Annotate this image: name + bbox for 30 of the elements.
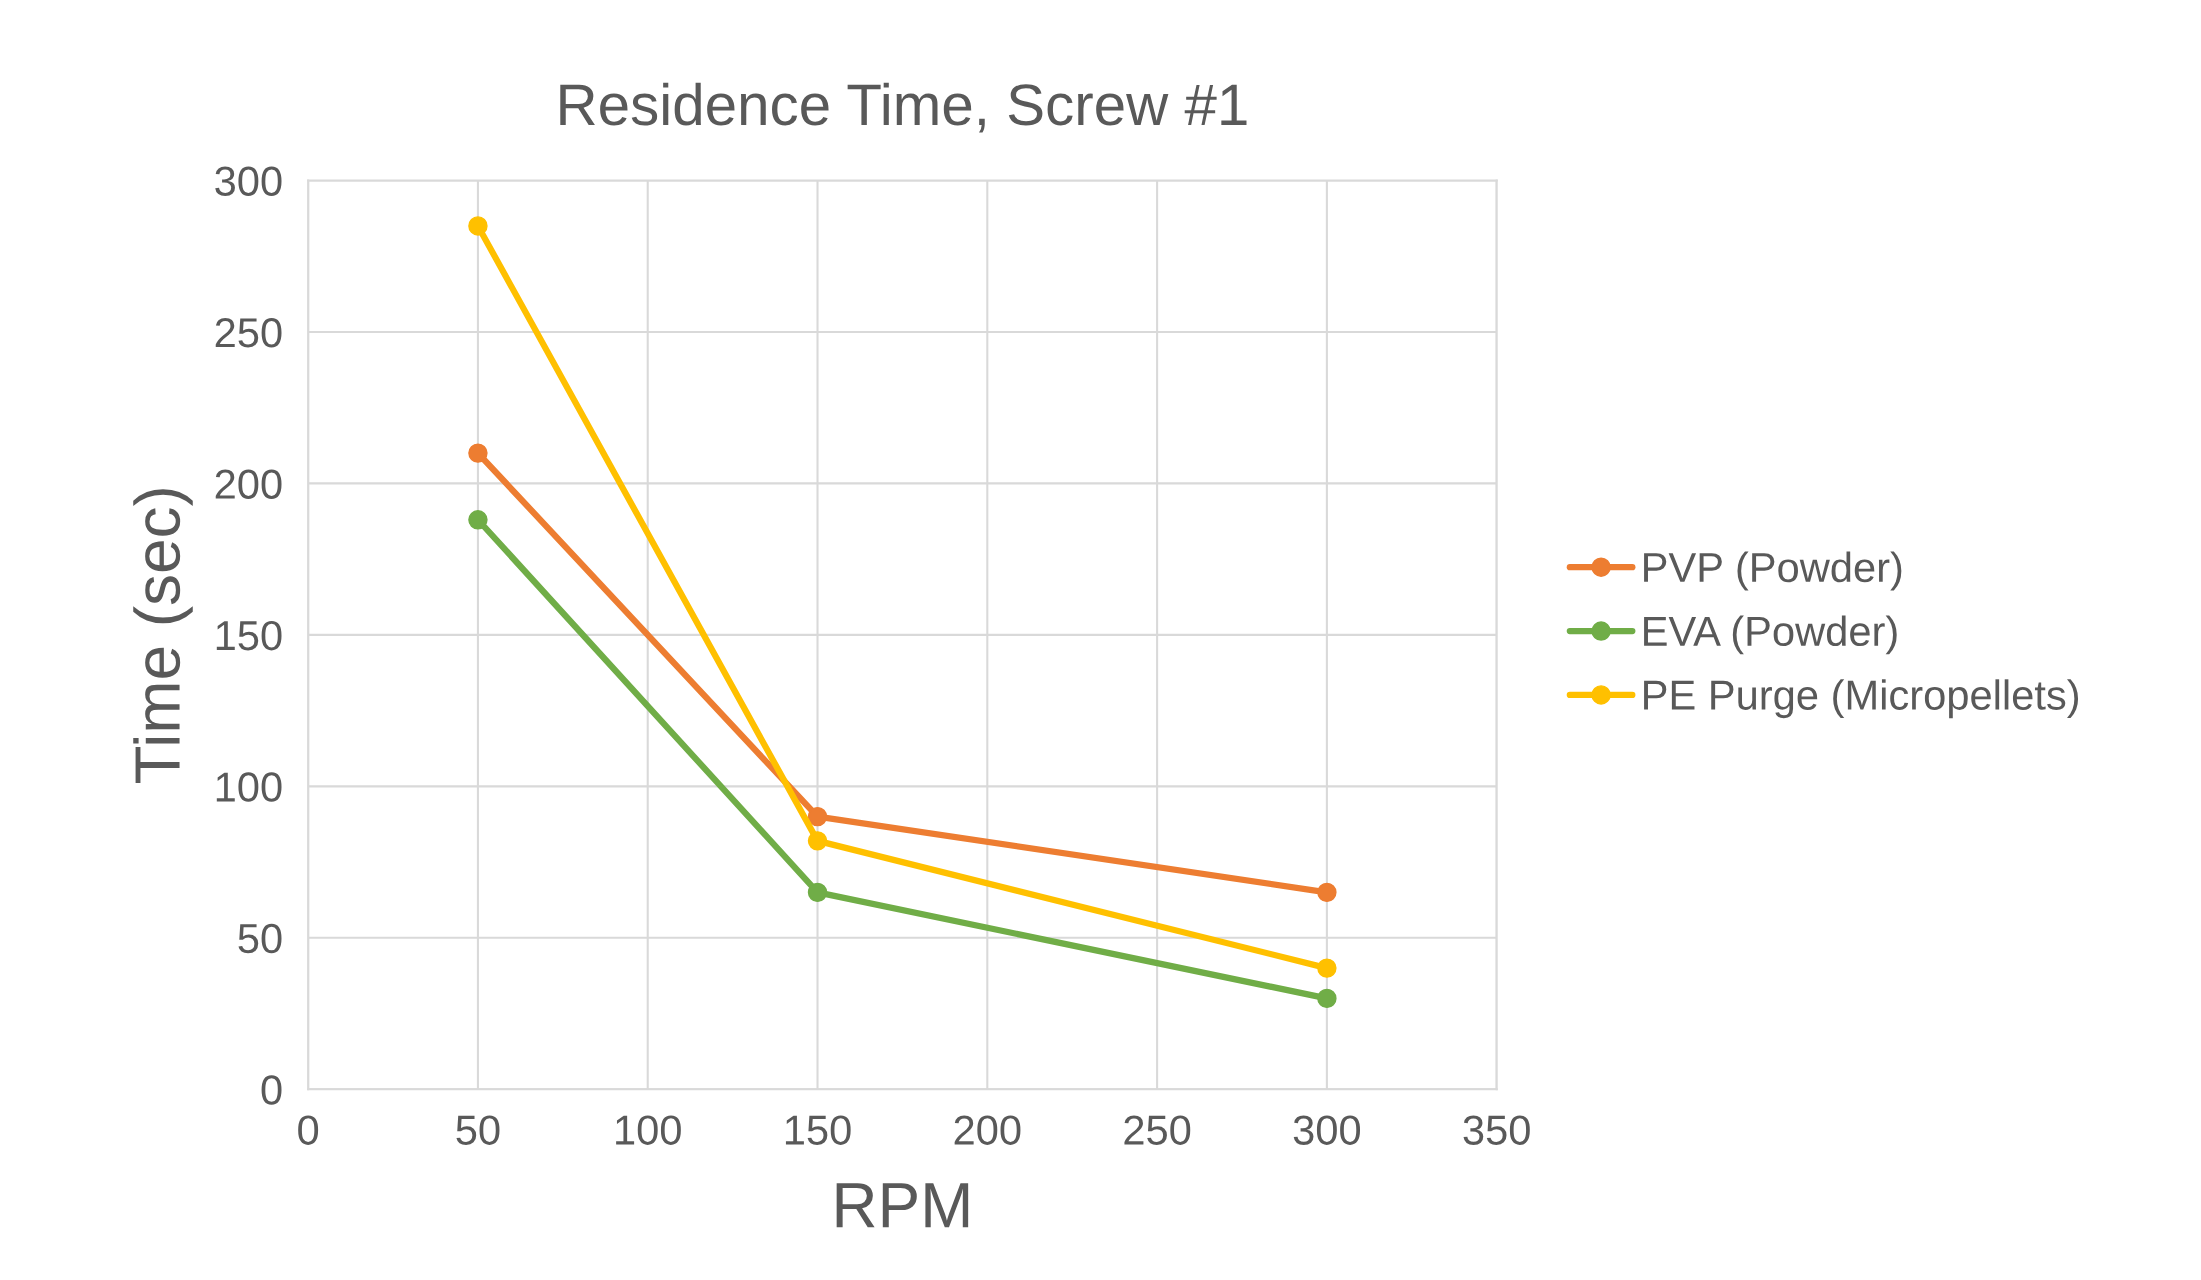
point [1317, 988, 1337, 1009]
y-tick-label: 150 [216, 620, 282, 651]
legend-label: PVP (Powder) [1644, 551, 1902, 591]
legend-label: EVA (Powder) [1644, 615, 1897, 655]
y-tick-label: 0 [261, 1075, 282, 1105]
point [468, 216, 488, 236]
point [807, 882, 828, 903]
point [468, 443, 488, 463]
chart-title: Residence Time, Screw #1 [560, 82, 1247, 133]
x-tick-label: 200 [954, 1115, 1021, 1145]
y-axis-title: Time (sec) [133, 489, 193, 784]
y-tick-label: 100 [216, 772, 282, 802]
point [807, 806, 828, 827]
x-tick-label: 150 [785, 1115, 851, 1145]
y-tick-label: 250 [215, 317, 282, 348]
x-tick-label: 50 [456, 1115, 500, 1145]
x-tick-label: 300 [1293, 1115, 1361, 1145]
x-axis-title: RPM [836, 1183, 969, 1228]
x-tick-label: 350 [1463, 1115, 1530, 1145]
point [807, 831, 828, 851]
x-tick-label: 250 [1124, 1115, 1191, 1145]
legend-label: PE Purge (Micropellets) [1644, 679, 2079, 719]
y-tick-label: 200 [215, 469, 282, 499]
point [1317, 882, 1337, 903]
x-tick-label: 100 [616, 1115, 681, 1145]
point [468, 510, 488, 530]
y-tick-label: 50 [238, 923, 282, 954]
y-tick-label: 300 [215, 166, 282, 196]
x-tick-label: 0 [298, 1115, 319, 1145]
point [1317, 958, 1337, 978]
